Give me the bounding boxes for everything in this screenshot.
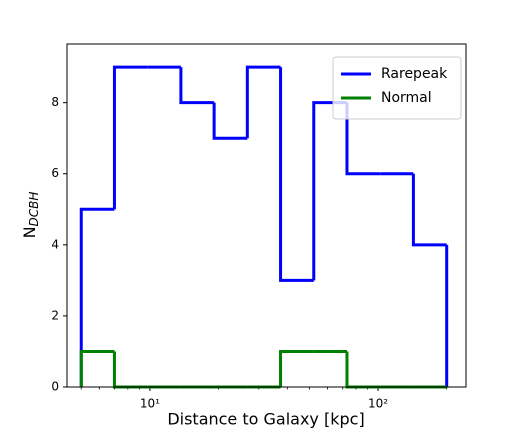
y-tick-label: 0	[51, 380, 59, 394]
x-tick-label: 10¹	[140, 397, 160, 411]
hist-step	[245, 65, 281, 139]
plot-frame	[66, 43, 467, 388]
y-tick-label: 2	[51, 308, 59, 322]
y-tick-label: 8	[51, 95, 59, 109]
hist-step	[179, 67, 215, 105]
hist-step	[411, 173, 447, 247]
hist-step	[212, 102, 248, 140]
hist-step	[279, 67, 314, 282]
y-axis-label-group: NDCBH	[20, 192, 41, 239]
hist-step	[345, 102, 381, 176]
y-axis-label: NDCBH	[20, 192, 41, 239]
x-tick-label: 10²	[368, 397, 388, 411]
y-tick-label: 6	[51, 166, 59, 180]
x-axis-label: Distance to Galaxy [kpc]	[167, 410, 364, 429]
hist-step	[112, 351, 148, 389]
series	[79, 349, 447, 389]
hist-step	[79, 349, 115, 387]
hist-step	[279, 349, 314, 387]
hist-step	[112, 65, 148, 210]
y-tick-label: 4	[51, 237, 59, 251]
hist-step	[345, 351, 381, 389]
hist-step	[79, 207, 115, 387]
legend-label: Normal	[381, 90, 432, 106]
legend-label: Rarepeak	[381, 66, 448, 82]
hist-step	[312, 101, 347, 281]
